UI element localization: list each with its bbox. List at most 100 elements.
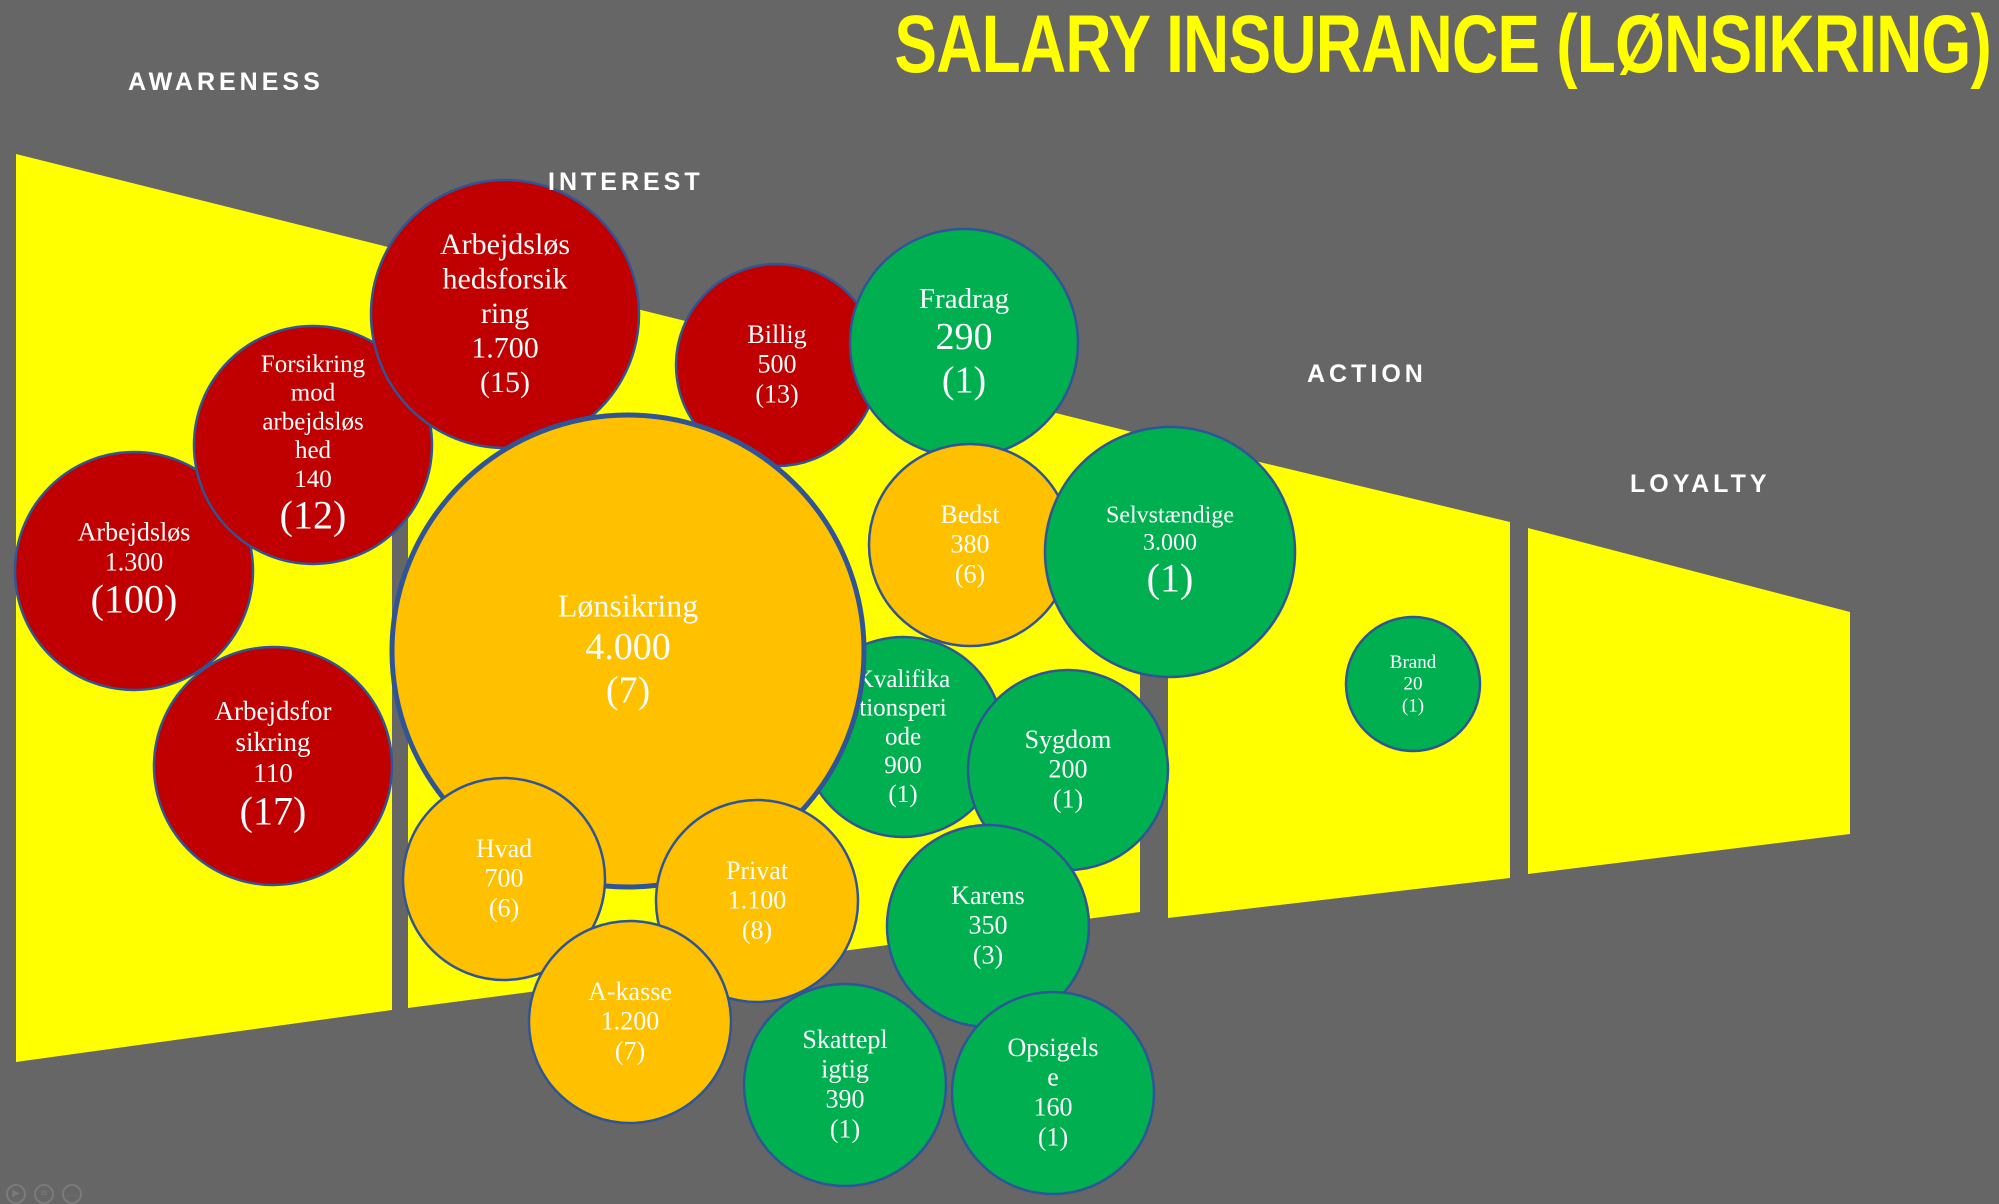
bubble-label-line: Hvad — [476, 834, 532, 863]
bubble-label-line: 4.000 — [585, 626, 671, 668]
bubble-label-line: Sygdom — [1025, 725, 1112, 754]
play-icon[interactable]: ▶ — [6, 1184, 26, 1204]
bubble-circle — [654, 798, 860, 1004]
bubble-label-line: (1) — [888, 781, 917, 808]
more-icon[interactable]: … — [62, 1184, 82, 1204]
bubble-circle — [192, 324, 434, 566]
bubble-label-line: (1) — [942, 360, 986, 402]
bubble-label-line: Arbejdsløs — [78, 518, 191, 547]
bubble-label-line: Fradrag — [919, 283, 1009, 315]
bubble-label-line: (6) — [955, 560, 985, 589]
bubble-label-line: Forsikring — [261, 351, 366, 378]
bubble-label-line: hedsforsik — [443, 262, 568, 295]
bubble-label-line: (15) — [480, 366, 530, 399]
bubble-label-line: A-kasse — [588, 977, 672, 1006]
notes-icon[interactable]: ≡ — [34, 1184, 54, 1204]
bubble-label-line: Selvstændige — [1106, 502, 1234, 528]
bubble-label-line: 1.200 — [601, 1007, 660, 1036]
bubble-label-line: (17) — [240, 788, 307, 833]
bubble-label-line: 390 — [826, 1085, 865, 1114]
stage-label-loyalty: LOYALTY — [1630, 470, 1771, 498]
bubble-label-line: (1) — [1038, 1123, 1068, 1152]
bubble-label-line: tionsperi — [859, 695, 947, 722]
bubble-label-line: 700 — [485, 864, 524, 893]
bubble-label-line: igtig — [821, 1055, 869, 1084]
bubble-label-line: Bedst — [940, 500, 1000, 529]
bubble-label-line: (13) — [755, 380, 798, 409]
bubble-label-line: 3.000 — [1143, 530, 1197, 556]
bubble-circle — [1043, 425, 1297, 679]
bubble-circle — [401, 776, 607, 982]
bubble-label-line: 1.100 — [728, 886, 787, 915]
bubble-label-line: ring — [481, 297, 529, 330]
bubble-circle — [1344, 615, 1482, 753]
slide-controls: ▶ ≡ … — [6, 1184, 82, 1204]
bubble-circle — [13, 450, 255, 692]
bubble-label-line: Privat — [726, 856, 789, 885]
bubble-label-line: 20 — [1404, 674, 1423, 695]
bubble-label-line: (1) — [830, 1115, 860, 1144]
bubble-label-line: (1) — [1402, 695, 1424, 716]
bubble-label-line: 160 — [1034, 1093, 1073, 1122]
bubble-circle — [950, 990, 1156, 1196]
bubble-label-line: 200 — [1049, 755, 1088, 784]
bubble-label-line: Skattepl — [802, 1025, 887, 1054]
stage-label-awareness: AWARENESS — [128, 68, 324, 96]
bubble-label-line: 140 — [294, 466, 332, 493]
bubble-label-line: (3) — [973, 941, 1003, 970]
stage-label-interest: INTEREST — [548, 168, 704, 196]
bubble-label-line: (100) — [91, 577, 178, 622]
bubble-label-line: 900 — [884, 752, 922, 779]
bubble-circle — [152, 645, 394, 887]
bubble-label-line: 500 — [758, 350, 797, 379]
page-title: SALARY INSURANCE (LØNSIKRING) — [894, 0, 1991, 90]
bubble-label-line: (7) — [606, 669, 650, 711]
bubble-label-line: mod — [291, 380, 336, 407]
bubble-label-line: Arbejdsfor — [215, 696, 332, 726]
bubble-label-line: (8) — [742, 916, 772, 945]
bubble-label-line: (1) — [1053, 785, 1083, 814]
bubble-label-line: ode — [885, 723, 921, 750]
bubble-label-line: sikring — [235, 727, 310, 757]
bubble-label-line: (12) — [280, 493, 347, 538]
bubble-circle — [742, 982, 948, 1188]
bubble-label-line: Brand — [1390, 652, 1437, 673]
bubble-label-line: (7) — [615, 1037, 645, 1066]
bubble-label-line: (1) — [1147, 555, 1194, 600]
bubble-label-line: 380 — [951, 530, 990, 559]
bubble-label-line: Karens — [951, 881, 1025, 910]
bubble-label-line: Opsigels — [1008, 1033, 1099, 1062]
bubble-circle — [389, 412, 867, 890]
bubble-circle — [527, 919, 733, 1125]
bubble-label-line: 1.300 — [105, 548, 164, 577]
bubble-label-line: 1.700 — [471, 331, 539, 364]
bubble-label-line: 350 — [969, 911, 1008, 940]
bubble-label-line: arbejdsløs — [262, 408, 363, 435]
bubble-label-line: Kvalifika — [856, 666, 950, 693]
bubble-label-line: Lønsikring — [558, 588, 698, 624]
bubble-label-line: 110 — [253, 758, 293, 788]
bubble-label-line: (6) — [489, 894, 519, 923]
bubble-label-line: Billig — [747, 320, 806, 349]
bubble-label-line: hed — [295, 437, 332, 464]
bubble-label-line: Arbejdsløs — [440, 228, 570, 261]
bubble-label-line: e — [1047, 1063, 1059, 1092]
stage-label-action: ACTION — [1307, 360, 1427, 388]
